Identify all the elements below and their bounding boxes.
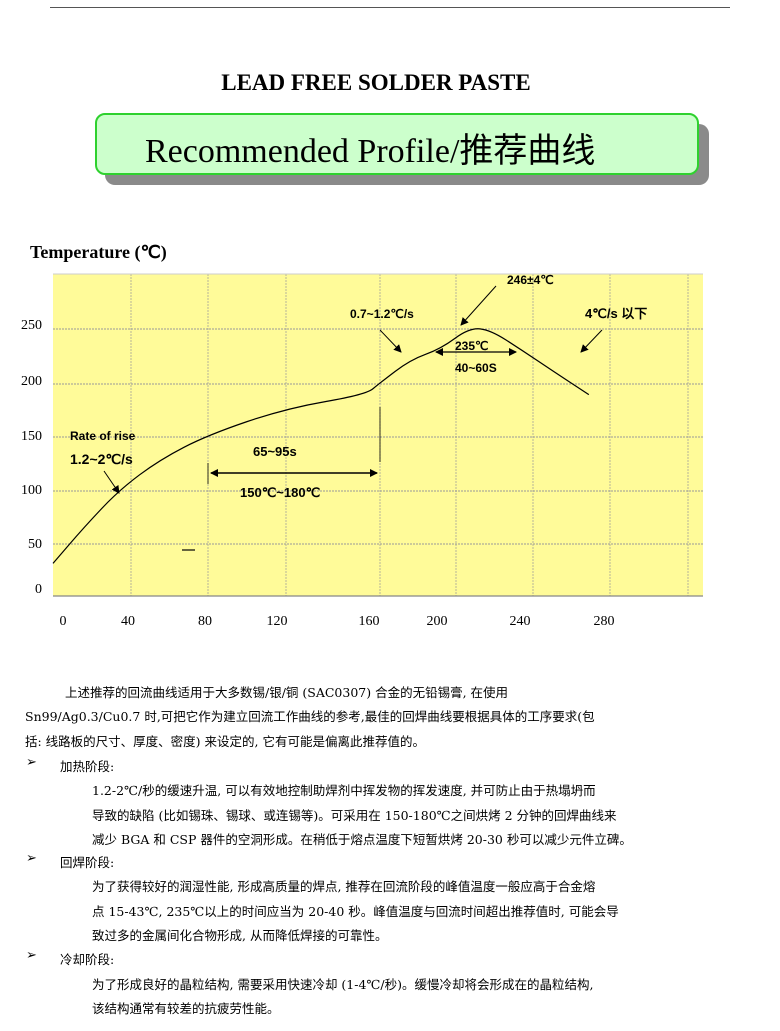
ramp-rate-label: 0.7~1.2℃/s [350, 307, 414, 321]
plot-area [53, 274, 703, 596]
intro-paragraph-line: Sn99/Ag0.3/Cu0.7 时,可把它作为建立回流工作曲线的参考,最佳的回… [25, 709, 595, 724]
intro-paragraph-line: 上述推荐的回流曲线适用于大多数锡/银/铜 (SAC0307) 合金的无铅锡膏, … [65, 685, 509, 700]
section-paragraph-line: 为了获得较好的润湿性能, 形成高质量的焊点, 推荐在回流阶段的峰值温度一般应高于… [92, 879, 596, 894]
cool-arrow [580, 329, 603, 353]
y-tick-label: 100 [21, 483, 42, 498]
section-heading: 冷却阶段: [60, 952, 115, 967]
x-tick-label: 40 [121, 614, 135, 629]
section-paragraph-line: 1.2-2℃/秒的缓速升温, 可以有效地控制助焊剂中挥发物的挥发速度, 并可防止… [92, 783, 596, 798]
section-paragraph-line: 为了形成良好的晶粒结构, 需要采用快速冷却 (1-4℃/秒)。缓慢冷却将会形成在… [92, 977, 594, 992]
y-tick-label: 0 [35, 582, 42, 597]
y-ticks: 0 50 100 150 200 250 [21, 318, 42, 597]
y-tick-label: 150 [21, 429, 42, 444]
reflow-profile-chart: Temperature (℃) 0 50 100 150 200 250 0 40 80 120… [21, 242, 703, 629]
section-heading: 加热阶段: [60, 759, 115, 774]
y-tick-label: 200 [21, 374, 42, 389]
x-ticks: 0 40 80 120 160 200 240 280 [60, 614, 615, 629]
section-paragraph-line: 该结构通常有较差的抗疲劳性能。 [92, 1001, 280, 1016]
x-tick-label: 240 [510, 614, 531, 629]
y-tick-label: 50 [28, 537, 42, 552]
y-axis-label: Temperature (℃) [30, 242, 167, 263]
reflow-curve [52, 328, 590, 564]
section-paragraph-line: 减少 BGA 和 CSP 器件的空洞形成。在稍低于熔点温度下短暂烘烤 20-30… [92, 832, 632, 847]
bullet-arrow-icon: ➢ [26, 755, 37, 770]
rate-of-rise-value: 1.2~2℃/s [70, 451, 133, 467]
soak-time-label: 65~95s [253, 444, 297, 459]
x-tick-label: 280 [594, 614, 615, 629]
liquidus-label: 235℃ [455, 339, 489, 353]
rate-of-rise-label: Rate of rise [70, 429, 136, 443]
x-tick-label: 200 [427, 614, 448, 629]
x-tick-label: 0 [60, 614, 67, 629]
section-heading: 回焊阶段: [60, 855, 115, 870]
bullet-arrow-icon: ➢ [26, 851, 37, 866]
intro-paragraph-line: 括: 线路板的尺寸、厚度、密度) 来设定的, 它有可能是偏离此推荐值的。 [25, 734, 425, 749]
x-tick-label: 120 [267, 614, 288, 629]
liquidus-time-label: 40~60S [455, 361, 497, 375]
rate-arrow [103, 470, 120, 494]
x-tick-label: 80 [198, 614, 212, 629]
ramp-arrow [379, 329, 402, 353]
section-paragraph-line: 致过多的金属间化合物形成, 从而降低焊接的可靠性。 [92, 928, 388, 943]
section-banner: Recommended Profile/推荐曲线 [95, 113, 699, 175]
section-paragraph-line: 导致的缺陷 (比如锡珠、锡球、或连锡等)。可采用在 150-180℃之间烘烤 2… [92, 808, 617, 823]
x-tick-label: 160 [359, 614, 380, 629]
cool-rate-label: 4℃/s 以下 [585, 306, 647, 321]
section-paragraph-line: 点 15-43℃, 235℃以上的时间应当为 20-40 秒。峰值温度与回流时间… [92, 904, 619, 919]
soak-temp-label: 150℃~180℃ [240, 485, 320, 500]
peak-label: 246±4℃ [507, 273, 554, 287]
document-title: LEAD FREE SOLDER PASTE [221, 70, 531, 95]
peak-arrow [460, 285, 497, 326]
banner-text: Recommended Profile/推荐曲线 [145, 133, 596, 170]
header-rule [50, 7, 730, 8]
bullet-arrow-icon: ➢ [26, 948, 37, 963]
y-tick-label: 250 [21, 318, 42, 333]
